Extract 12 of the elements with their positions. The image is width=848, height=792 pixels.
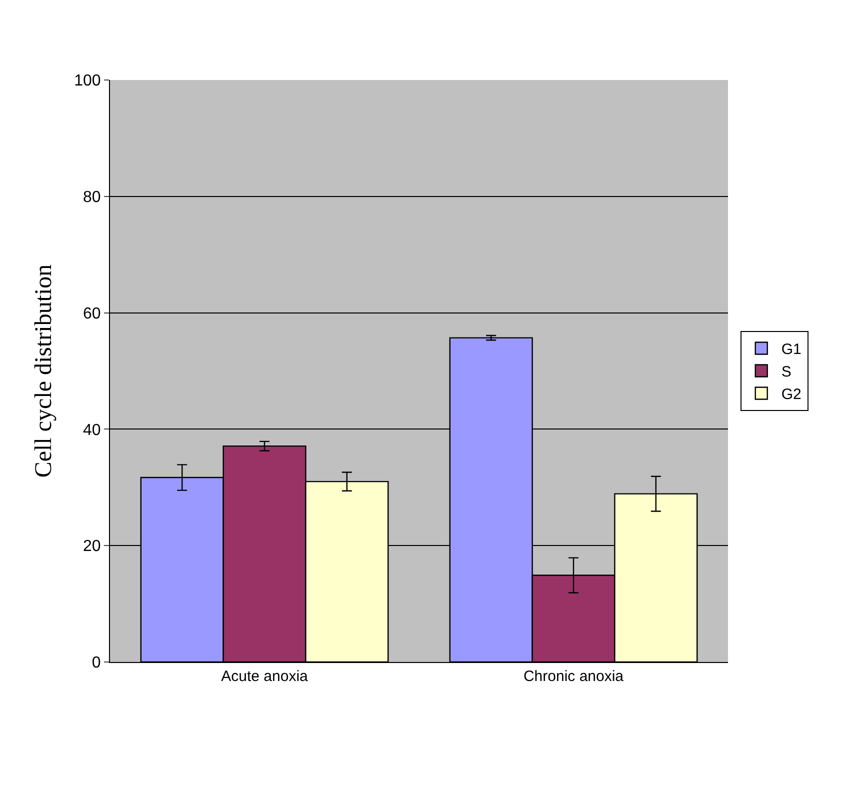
legend-label: G1 [781, 341, 802, 358]
x-tick-label: Acute anoxia [221, 668, 309, 685]
y-tick-label: 40 [83, 422, 101, 439]
legend-label: G2 [781, 386, 802, 404]
legend-label: S [781, 364, 792, 381]
y-tick-label: 20 [83, 538, 101, 556]
y-tick-label: 100 [74, 72, 101, 90]
y-tick-label: 80 [83, 189, 101, 206]
x-tick-label: Chronic anoxia [523, 668, 624, 685]
y-tick-label: 0 [92, 654, 101, 672]
y-tick-label: 60 [83, 305, 101, 322]
y-axis-title: Cell cycle distribution [31, 264, 58, 478]
